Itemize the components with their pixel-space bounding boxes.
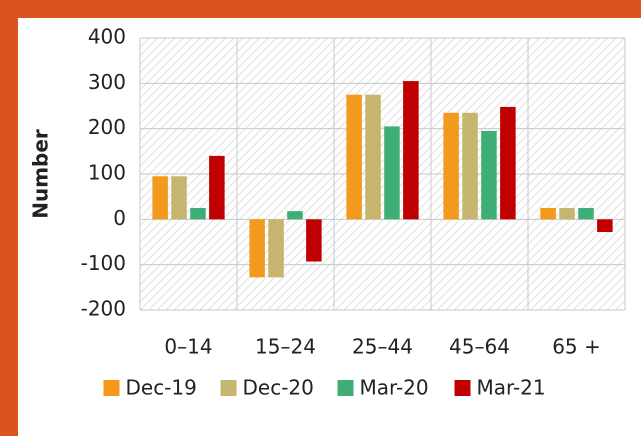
bar xyxy=(268,219,284,278)
bar xyxy=(287,211,303,220)
bar xyxy=(597,219,613,233)
bar xyxy=(578,208,594,220)
bar xyxy=(306,219,322,262)
bar xyxy=(171,176,187,220)
x-tick-label: 15–24 xyxy=(255,335,316,359)
bar xyxy=(481,130,497,220)
y-tick-label: -200 xyxy=(81,297,126,321)
bar xyxy=(540,208,556,220)
bar xyxy=(462,112,478,220)
bar xyxy=(384,126,400,220)
y-tick-label: 0 xyxy=(113,206,126,230)
bar xyxy=(365,94,381,220)
x-tick-label: 0–14 xyxy=(164,335,212,359)
bar xyxy=(346,94,362,220)
legend-label: Mar-20 xyxy=(360,376,429,400)
y-tick-label: 300 xyxy=(88,70,126,94)
legend-label: Dec-19 xyxy=(126,376,197,400)
bar xyxy=(152,176,168,220)
legend-swatch xyxy=(454,380,471,396)
legend-swatch xyxy=(337,380,354,396)
bar xyxy=(190,208,206,220)
x-tick-label: 45–64 xyxy=(449,335,510,359)
y-tick-label: 400 xyxy=(88,25,126,49)
y-tick-label: 200 xyxy=(88,115,126,139)
y-axis-label: Number xyxy=(29,129,53,219)
x-tick-label: 65 + xyxy=(552,335,601,359)
legend-swatch xyxy=(220,380,237,396)
bar xyxy=(209,155,225,220)
x-tick-label: 25–44 xyxy=(352,335,413,359)
legend-label: Dec-20 xyxy=(243,376,314,400)
y-tick-label: -100 xyxy=(81,251,126,275)
y-tick-label: 100 xyxy=(88,161,126,185)
legend-swatch xyxy=(103,380,120,396)
bar xyxy=(500,106,516,220)
bar xyxy=(249,219,265,278)
bar xyxy=(443,112,459,220)
bar xyxy=(559,208,575,220)
bar xyxy=(403,81,419,220)
legend-label: Mar-21 xyxy=(477,376,546,400)
